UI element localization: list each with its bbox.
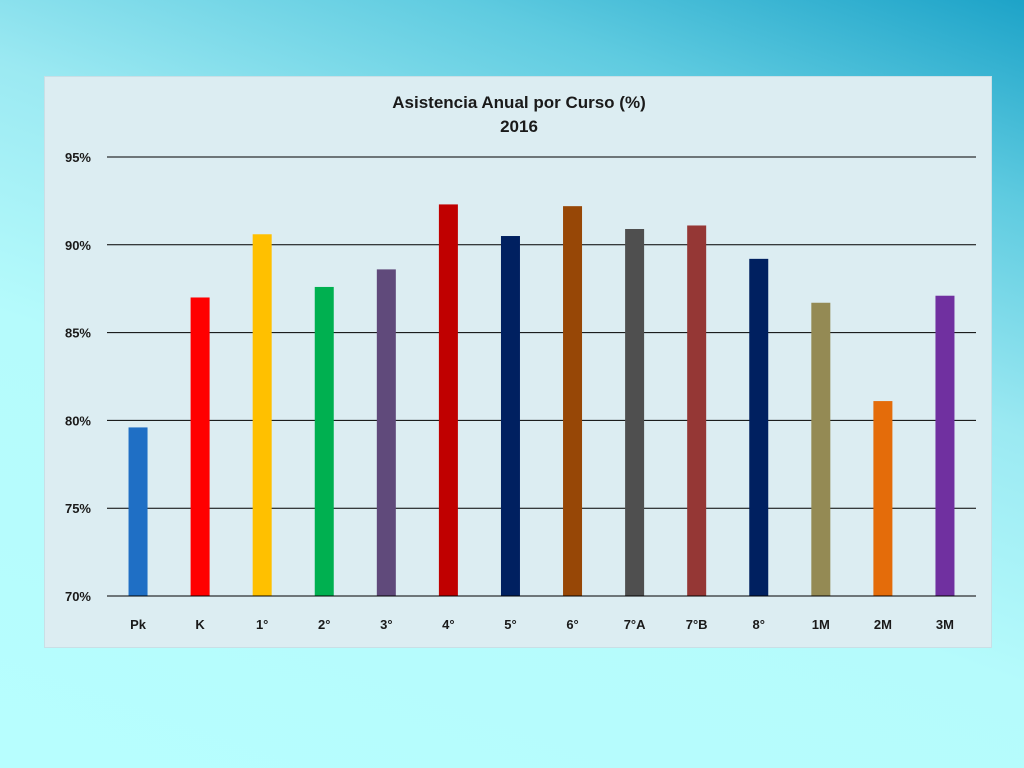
y-tick-label: 90% <box>65 238 91 253</box>
bar-chart: Asistencia Anual por Curso (%) 2016 70%7… <box>65 93 976 632</box>
bar <box>252 234 272 596</box>
x-tick-label: 7°B <box>686 617 708 632</box>
x-axis-tick-labels: Pk K 1° 2° 3° 4° 5° 6° 7°A 7°B 8° 1M 2M 3M <box>130 617 954 632</box>
x-tick-label: 2° <box>318 617 330 632</box>
y-axis-tick-labels: 70% 75% 80% 85% 90% 95% <box>65 150 91 604</box>
x-tick-label: 1° <box>256 617 268 632</box>
bar <box>811 302 831 596</box>
x-tick-label: 5° <box>504 617 516 632</box>
y-tick-label: 95% <box>65 150 91 165</box>
x-tick-label: K <box>195 617 205 632</box>
bar <box>438 204 458 597</box>
y-tick-label: 85% <box>65 326 91 341</box>
bar <box>687 225 707 596</box>
chart-subtitle: 2016 <box>500 117 538 136</box>
bar <box>500 236 520 596</box>
x-tick-label: 7°A <box>624 617 646 632</box>
x-tick-label: 3M <box>936 617 954 632</box>
chart-panel: Asistencia Anual por Curso (%) 2016 70% 7… <box>44 76 992 648</box>
x-tick-label: 3° <box>380 617 392 632</box>
bar <box>563 206 583 596</box>
x-tick-label: 2M <box>874 617 892 632</box>
x-tick-label: 4° <box>442 617 454 632</box>
y-tick-label: 70% <box>65 589 91 604</box>
bar <box>128 427 148 596</box>
gridlines <box>107 156 976 597</box>
bar <box>873 401 893 596</box>
bar <box>625 228 645 596</box>
bar <box>749 258 769 596</box>
x-tick-label: 6° <box>566 617 578 632</box>
y-tick-label: 75% <box>65 501 91 516</box>
y-tick-label: 80% <box>65 413 91 428</box>
bar <box>935 295 955 596</box>
chart-title: Asistencia Anual por Curso (%) <box>392 93 645 112</box>
bars <box>107 204 976 597</box>
bar <box>314 286 334 596</box>
x-tick-label: 1M <box>812 617 830 632</box>
bar <box>190 297 210 596</box>
x-tick-label: Pk <box>130 617 147 632</box>
bar <box>376 269 396 596</box>
x-tick-label: 8° <box>753 617 765 632</box>
